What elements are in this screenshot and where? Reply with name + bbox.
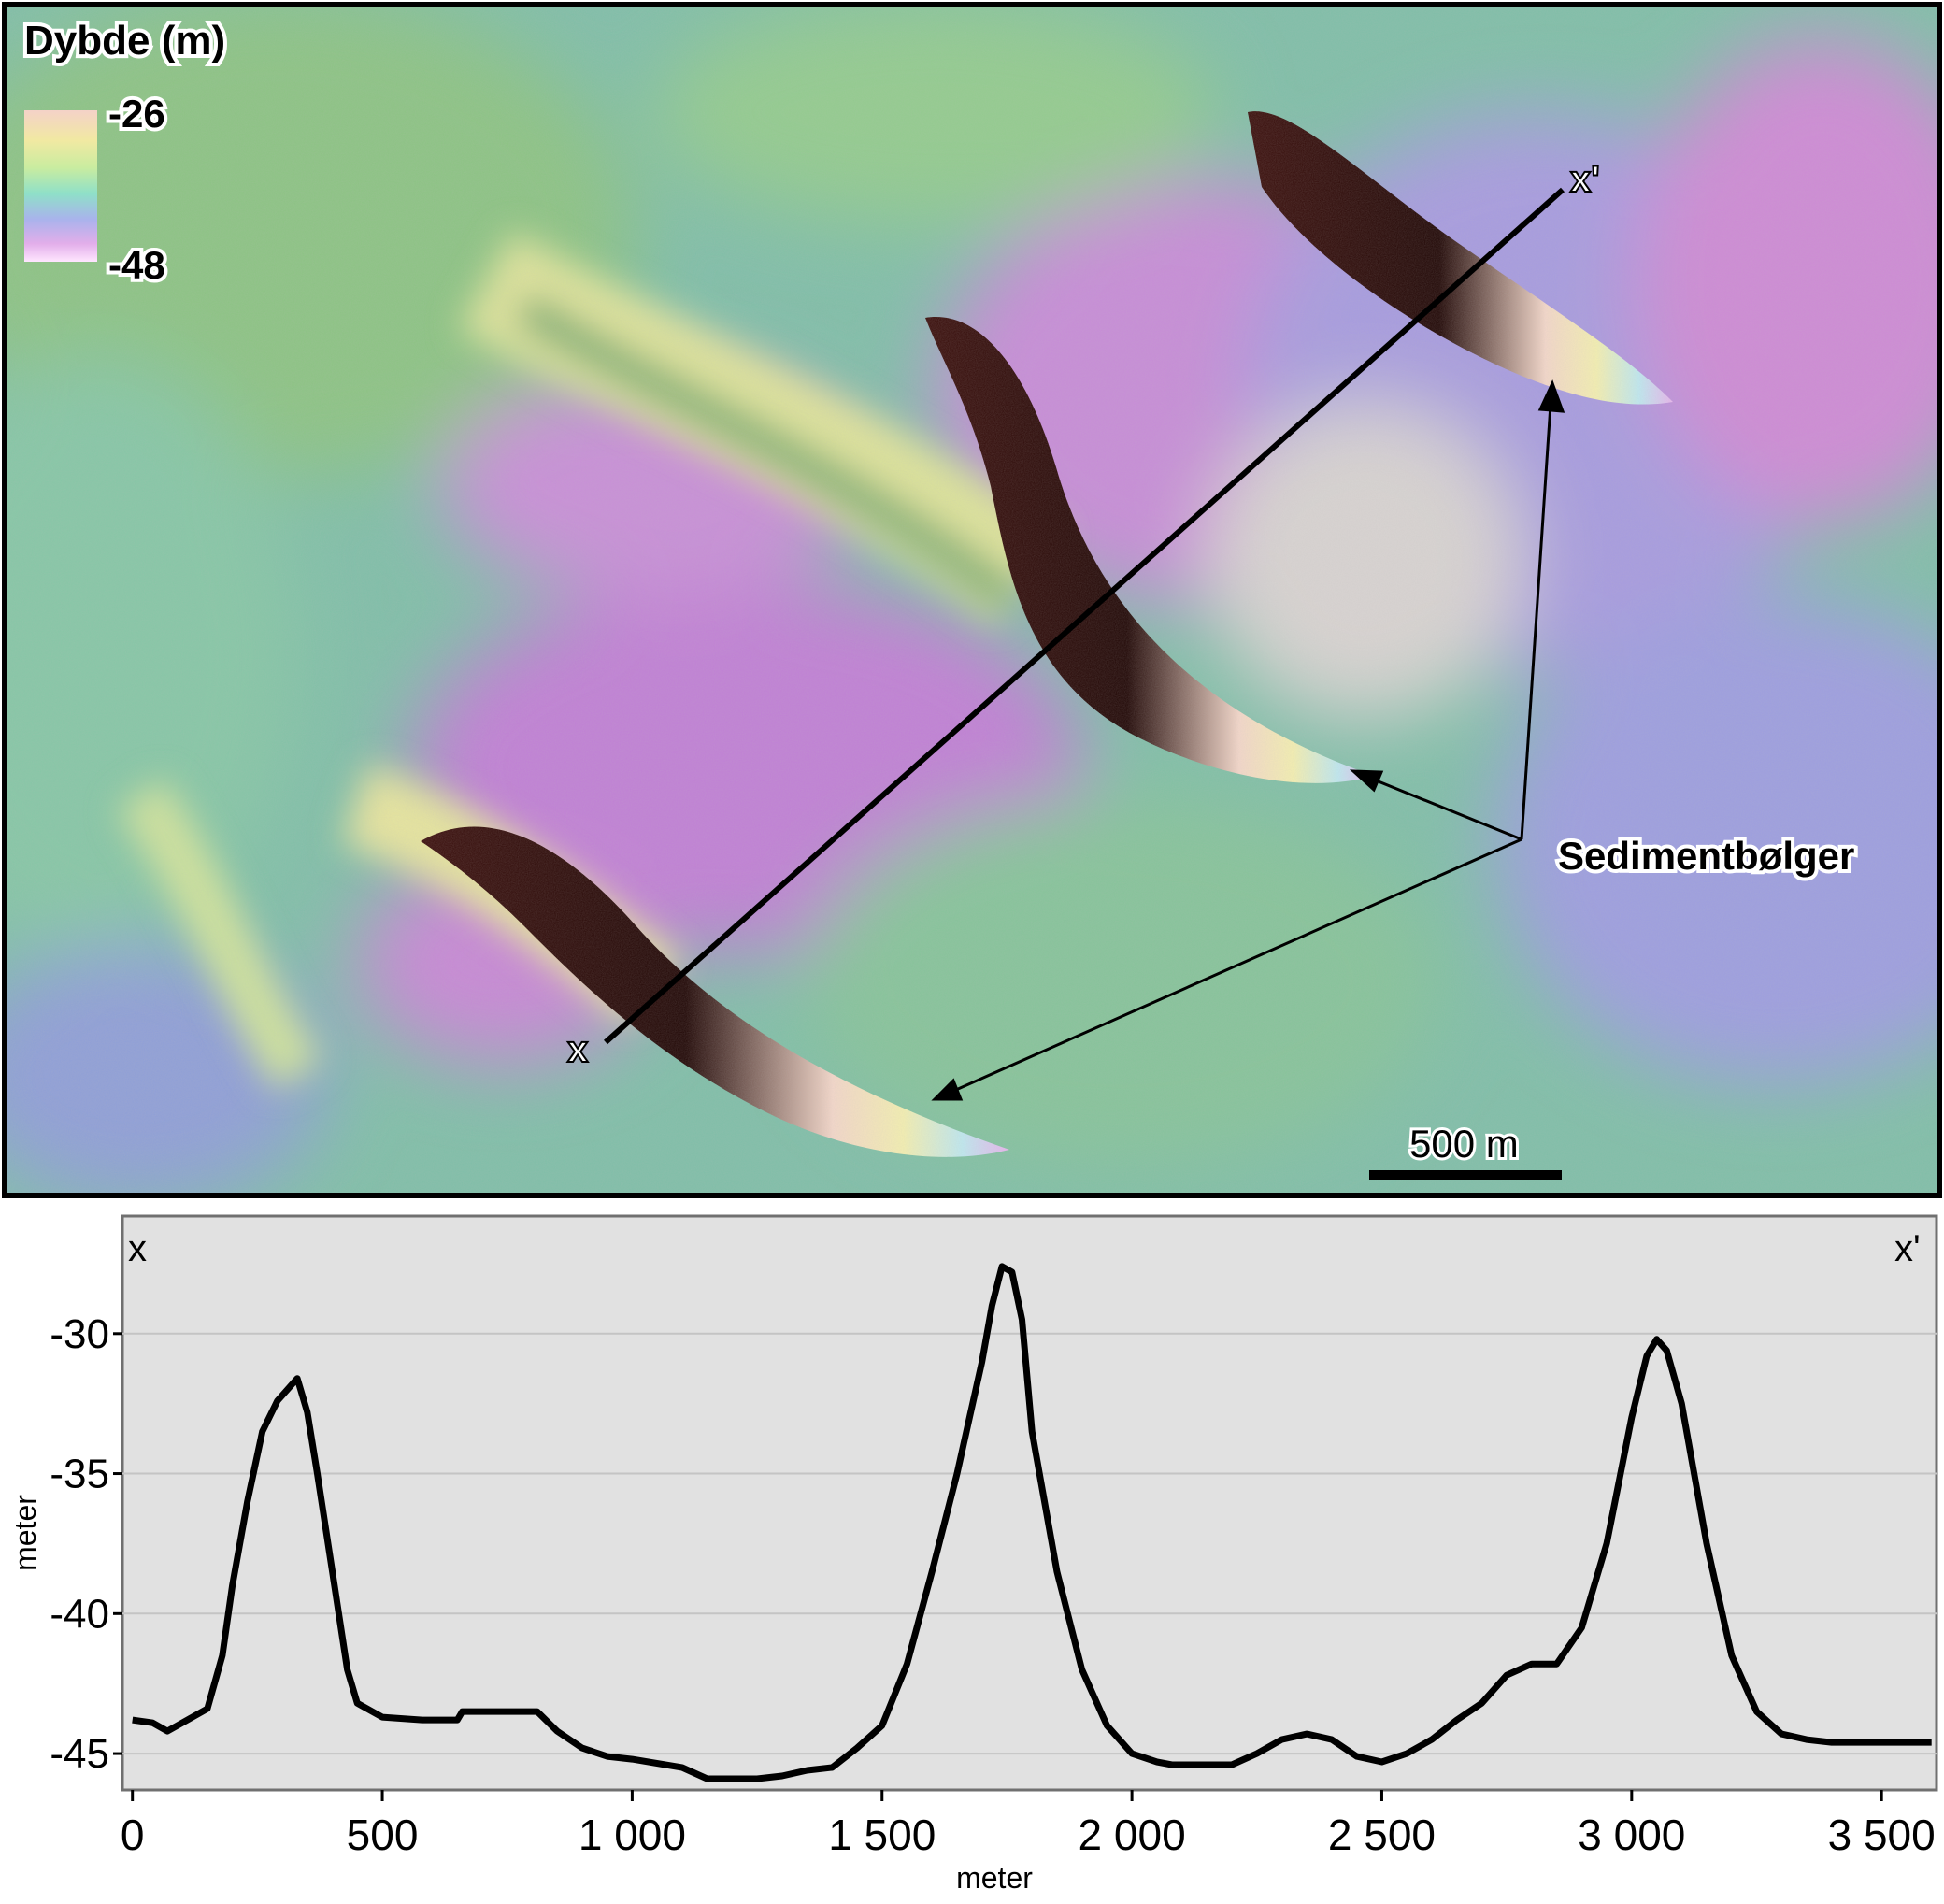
arrowhead-middle [1349, 769, 1384, 793]
x-tick-label: 2 000 [1079, 1811, 1186, 1859]
x-axis-label: meter [956, 1861, 1033, 1895]
x-tick-label: 0 [121, 1811, 145, 1859]
depth-profile-svg: 0 500 1 000 1 500 2 000 2 500 3 000 3 500 -30-3… [8, 1214, 1938, 1895]
x-tick-label: 1 500 [828, 1811, 936, 1859]
y-axis: -30 -35 -40 -45 [50, 1311, 122, 1777]
feature-annotation [931, 379, 1565, 1101]
arrowhead-upper [1537, 379, 1565, 413]
legend-title: Dybde (m) [24, 18, 225, 64]
y-tick-label: -35 [50, 1452, 109, 1497]
depth-profile-line [132, 1263, 1932, 1782]
feature-label: Sedimentbølger [1558, 834, 1854, 878]
profile-line: x x' [566, 158, 1601, 1071]
map-frame [2, 2, 1942, 1198]
y-axis-label: meter [8, 1495, 42, 1571]
x-tick-label: 3 500 [1828, 1811, 1936, 1859]
arrowhead-lower [931, 1078, 964, 1101]
y-tick-label: -40 [50, 1591, 109, 1637]
depth-profile-chart: 0 500 1 000 1 500 2 000 2 500 3 000 3 500 -30 -3… [0, 1200, 1944, 1899]
terrain-layer [7, 7, 1937, 1194]
y-tick-label: -45 [50, 1731, 109, 1777]
x-tick-label: 2 500 [1328, 1811, 1436, 1859]
depth-legend: Dybde (m) -26 -48 [21, 14, 229, 291]
bathymetry-map-svg: Dybde (m) -26 -48 x x' Sedimentbølger 50… [2, 2, 1942, 1198]
profile-end-label: x' [1570, 159, 1600, 200]
scale-bar: 500 m [1369, 1119, 1562, 1180]
legend-colorbar [24, 110, 97, 262]
profile-start-label: x [567, 1029, 588, 1070]
arrow-to-lower-wave [940, 837, 1522, 1098]
corner-label-left: x [128, 1228, 147, 1269]
x-tick-label: 3 000 [1578, 1811, 1685, 1859]
legend-max-label: -26 [108, 92, 165, 136]
corner-label-right: x' [1894, 1228, 1921, 1269]
profile-track-line [604, 187, 1565, 1045]
x-axis: 0 500 1 000 1 500 2 000 2 500 3 000 3 500 [121, 1790, 1936, 1859]
x-tick-label: 1 000 [579, 1811, 686, 1859]
arrow-to-upper-wave [1520, 390, 1553, 840]
y-gridlines [122, 1332, 1937, 1755]
plot-area [121, 1214, 1938, 1792]
y-tick-label: -30 [50, 1311, 109, 1357]
scale-bar-line [1369, 1170, 1562, 1180]
bathymetry-map: Dybde (m) -26 -48 x x' Sedimentbølger 50… [2, 2, 1942, 1198]
arrow-to-middle-wave [1359, 772, 1522, 841]
legend-min-label: -48 [108, 243, 165, 287]
x-tick-label: 500 [347, 1811, 419, 1859]
scale-bar-label: 500 m [1409, 1122, 1519, 1166]
